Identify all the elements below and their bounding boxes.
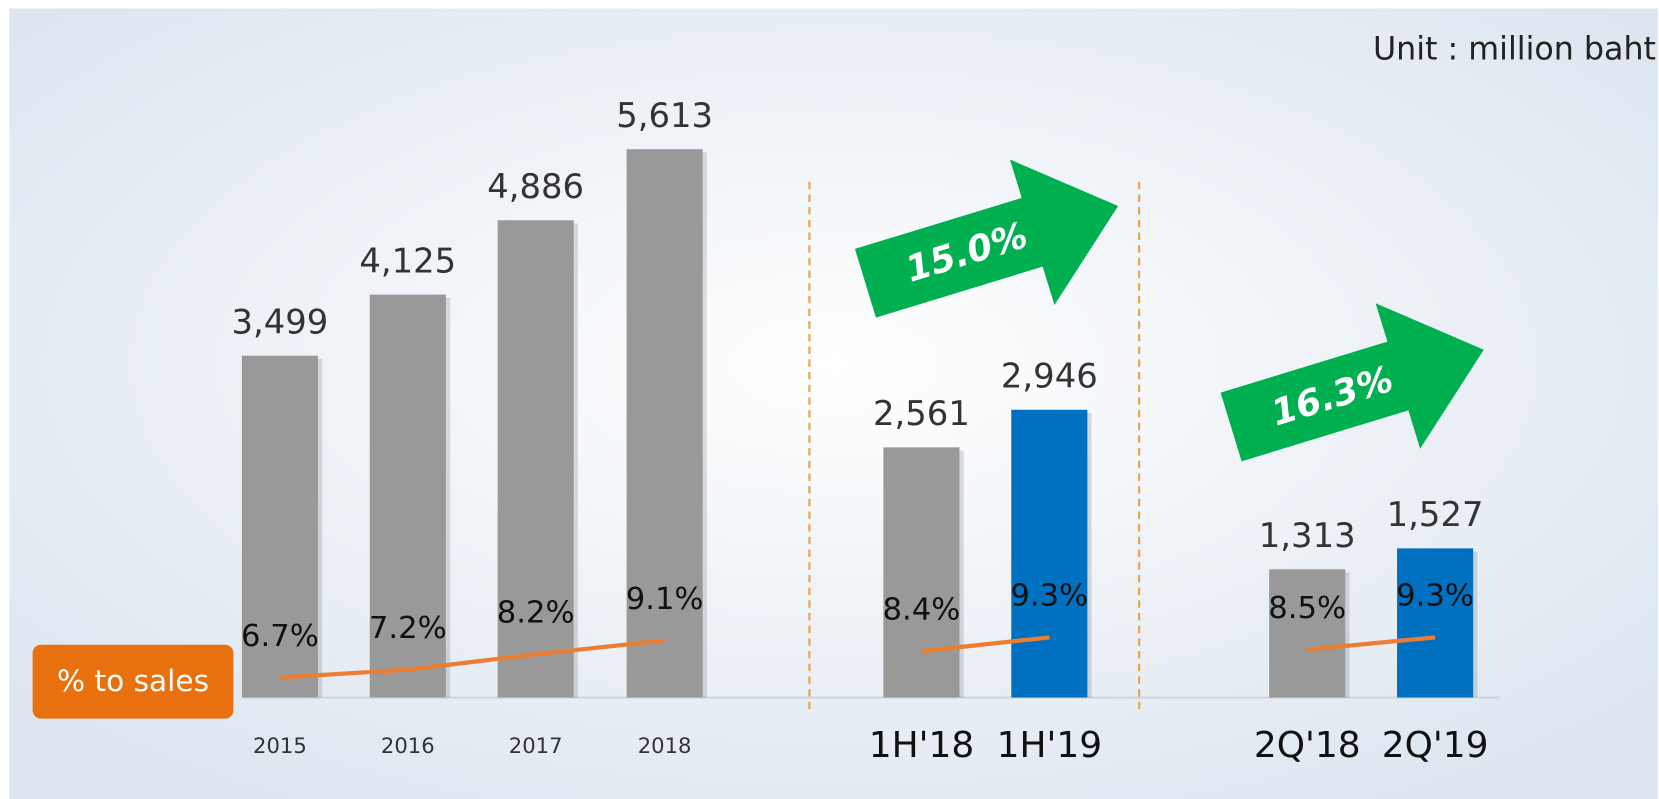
value-label: 1,313 xyxy=(1259,516,1356,555)
growth-arrow: 15.0% xyxy=(854,159,1119,318)
x-tick-label: 2Q'19 xyxy=(1382,725,1489,766)
line-label: 7.2% xyxy=(369,611,447,646)
x-tick-label: 1H'19 xyxy=(997,725,1102,766)
x-tick-label: 2016 xyxy=(381,733,435,758)
value-label: 2,946 xyxy=(1001,357,1098,396)
arrow-shape xyxy=(854,159,1119,318)
arrow-shape xyxy=(1220,303,1484,462)
bar xyxy=(626,149,703,698)
line-label: 9.3% xyxy=(1010,579,1088,614)
line xyxy=(921,635,1050,654)
line-label: 9.3% xyxy=(1396,579,1474,614)
bar xyxy=(1397,548,1474,698)
bar xyxy=(883,447,960,698)
value-label: 4,886 xyxy=(487,167,584,206)
bar xyxy=(1269,569,1346,698)
value-label: 5,613 xyxy=(616,96,713,135)
bar xyxy=(1011,409,1088,698)
value-label: 4,125 xyxy=(359,241,456,280)
x-tick-label: 2017 xyxy=(509,733,563,758)
bar xyxy=(497,220,574,698)
x-tick-label: 2018 xyxy=(638,733,692,758)
x-tick-label: 1H'18 xyxy=(869,725,974,766)
value-label: 1,527 xyxy=(1387,495,1484,534)
bar xyxy=(369,294,446,698)
line-label: 8.4% xyxy=(883,593,961,628)
unit-label: Unit : million baht xyxy=(1373,32,1656,68)
value-label: 3,499 xyxy=(232,303,329,342)
legend-box xyxy=(32,644,234,719)
line-label: 6.7% xyxy=(241,619,319,654)
line-label: 8.5% xyxy=(1268,591,1346,626)
legend-label: % to sales xyxy=(57,664,209,698)
line-label: 9.1% xyxy=(626,582,704,617)
x-tick-label: 2015 xyxy=(253,733,307,758)
x-tick-label: 2Q'18 xyxy=(1254,725,1361,766)
bar xyxy=(241,355,318,698)
line xyxy=(1307,635,1436,652)
value-label: 2,561 xyxy=(873,394,970,433)
line-label: 8.2% xyxy=(497,596,575,631)
line xyxy=(279,638,665,680)
